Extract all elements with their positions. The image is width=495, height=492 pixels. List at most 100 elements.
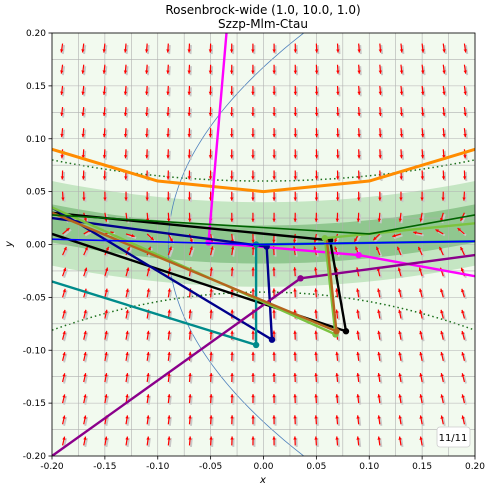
arrow-head [145, 155, 149, 159]
arrow-head [314, 309, 318, 313]
arrow-head [421, 112, 425, 116]
arrow-head [336, 70, 340, 74]
arrow-shadow [421, 214, 425, 224]
arrow-shadow [316, 416, 319, 426]
arrow-shadow [61, 44, 66, 55]
arrow-head [125, 394, 129, 398]
arrow-shadow [316, 310, 319, 321]
arrow-head [377, 288, 381, 292]
arrow-shadow [146, 44, 150, 55]
arrow-head [399, 176, 403, 180]
arrow-head [314, 330, 318, 334]
arrow-head [209, 394, 213, 398]
arrow-head [335, 394, 339, 398]
arrow-shadow [189, 395, 193, 405]
arrow-head [62, 373, 66, 377]
arrow-head [418, 267, 423, 272]
arrow-shadow [420, 268, 425, 279]
arrow-head [421, 49, 425, 53]
arrow-head [378, 112, 382, 117]
arrow-head [272, 394, 276, 398]
y-tick-label: 0.15 [26, 82, 46, 92]
arrow-shadow [379, 395, 383, 405]
arrow-head [251, 267, 255, 271]
arrow-head [272, 239, 276, 243]
arrow-shadow [147, 129, 150, 139]
arrow-shadow [441, 311, 446, 321]
arrow-shadow [378, 268, 383, 278]
arrow-head [398, 436, 402, 440]
arrow-head [188, 436, 192, 440]
arrow-head [62, 436, 66, 441]
arrow-head [208, 112, 213, 117]
arrow-head [461, 415, 465, 419]
arrow-head [83, 330, 87, 335]
arrow-head [187, 91, 191, 95]
arrow-head [398, 351, 402, 356]
arrow-head [230, 309, 234, 313]
arrow-head [378, 197, 382, 201]
arrow-shadow [316, 332, 319, 342]
arrow-head [147, 246, 151, 251]
arrow-head [145, 49, 149, 53]
arrow-shadow [211, 395, 214, 405]
arrow-shadow [168, 353, 172, 363]
arrow-head [398, 394, 402, 398]
arrow-head [166, 197, 170, 201]
arrow-head [272, 267, 276, 271]
arrow-head [463, 49, 467, 53]
arrow-head [229, 70, 234, 74]
arrow-head [166, 218, 171, 222]
arrow-head [314, 288, 318, 292]
trajectory-line [52, 238, 475, 246]
arrow-head [61, 197, 65, 201]
arrow-head [83, 309, 87, 314]
arrow-head [334, 239, 338, 243]
arrow-head [398, 373, 402, 377]
arrow-head [83, 415, 87, 419]
arrow-head [188, 218, 192, 222]
arrow-head [166, 155, 170, 159]
arrow-head [461, 394, 465, 398]
arrow-head [62, 394, 66, 398]
arrow-head [187, 134, 191, 138]
arrow-shadow [147, 395, 151, 405]
arrow-shadow [84, 374, 89, 384]
arrow-head [314, 197, 319, 201]
arrow-head [210, 246, 214, 250]
arrow-shadow [126, 289, 131, 300]
arrow-head [314, 394, 318, 398]
arrow-head [356, 351, 360, 356]
arrow-head [187, 176, 191, 180]
arrow-shadow [400, 395, 404, 405]
arrow-shadow [146, 66, 150, 76]
arrow-head [146, 267, 151, 271]
arrow-shadow [105, 416, 109, 426]
arrow-head [209, 415, 213, 419]
arrow-shadow [126, 247, 132, 257]
arrow-shadow [147, 108, 150, 118]
arrow-head [442, 112, 446, 116]
arrow-head [397, 267, 402, 271]
y-tick-label: -0.15 [23, 399, 46, 409]
trajectory-point [355, 251, 362, 259]
arrow-shadow [441, 395, 446, 405]
arrow-shadow [357, 310, 362, 321]
arrow-head [251, 436, 255, 440]
arrow-head [377, 436, 381, 440]
arrow-head [124, 176, 128, 180]
arrow-head [169, 238, 173, 242]
y-tick-label: -0.20 [23, 452, 47, 462]
arrow-head [188, 351, 192, 356]
arrow-shadow [105, 374, 110, 384]
arrow-shadow [358, 437, 362, 448]
arrow-head [230, 372, 234, 377]
arrow-head [102, 176, 107, 180]
trajectory-line [52, 211, 348, 333]
arrow-head [272, 91, 276, 95]
arrow-head [314, 49, 319, 53]
arrow-head [377, 394, 381, 398]
arrow-shadow [211, 374, 214, 384]
arrow-shadow [168, 247, 174, 257]
arrow-shadow [168, 108, 171, 118]
